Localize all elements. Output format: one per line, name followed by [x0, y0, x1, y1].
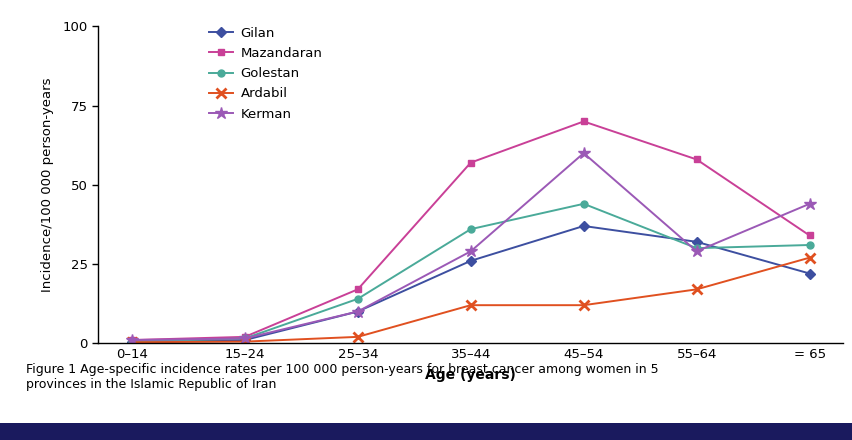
- Ardabil: [804, 255, 815, 260]
- Y-axis label: Incidence/100 000 person-years: Incidence/100 000 person-years: [41, 77, 54, 292]
- Golestan: [804, 242, 815, 248]
- Kerman: [692, 249, 702, 254]
- Gilan: [239, 337, 250, 343]
- Golestan: [579, 201, 589, 206]
- Kerman: [239, 336, 250, 341]
- Legend: Gilan, Mazandaran, Golestan, Ardabil, Kerman: Gilan, Mazandaran, Golestan, Ardabil, Ke…: [209, 27, 323, 121]
- Golestan: [692, 246, 702, 251]
- Ardabil: [239, 339, 250, 344]
- Gilan: [579, 224, 589, 229]
- Mazandaran: [579, 119, 589, 124]
- Kerman: [127, 337, 137, 343]
- Golestan: [127, 339, 137, 344]
- Ardabil: [353, 334, 363, 340]
- Gilan: [127, 339, 137, 344]
- Ardabil: [127, 340, 137, 345]
- Kerman: [579, 150, 589, 156]
- Text: Figure 1 Age-specific incidence rates per 100 000 person-years for breast cancer: Figure 1 Age-specific incidence rates pe…: [26, 363, 659, 391]
- Ardabil: [465, 303, 475, 308]
- Mazandaran: [239, 334, 250, 340]
- Line: Kerman: Kerman: [125, 147, 816, 346]
- Mazandaran: [692, 157, 702, 162]
- Ardabil: [692, 287, 702, 292]
- Golestan: [353, 296, 363, 301]
- Mazandaran: [127, 337, 137, 343]
- Line: Golestan: Golestan: [129, 200, 813, 345]
- Line: Mazandaran: Mazandaran: [129, 118, 813, 344]
- Kerman: [804, 201, 815, 206]
- Mazandaran: [353, 287, 363, 292]
- Ardabil: [579, 303, 589, 308]
- Gilan: [353, 309, 363, 314]
- Line: Gilan: Gilan: [129, 223, 813, 345]
- Line: Ardabil: Ardabil: [127, 253, 815, 347]
- Mazandaran: [465, 160, 475, 165]
- Mazandaran: [804, 233, 815, 238]
- X-axis label: Age (years): Age (years): [425, 368, 516, 382]
- Gilan: [465, 258, 475, 264]
- Golestan: [465, 227, 475, 232]
- Kerman: [465, 249, 475, 254]
- Gilan: [692, 239, 702, 245]
- Gilan: [804, 271, 815, 276]
- Kerman: [353, 309, 363, 314]
- Golestan: [239, 336, 250, 341]
